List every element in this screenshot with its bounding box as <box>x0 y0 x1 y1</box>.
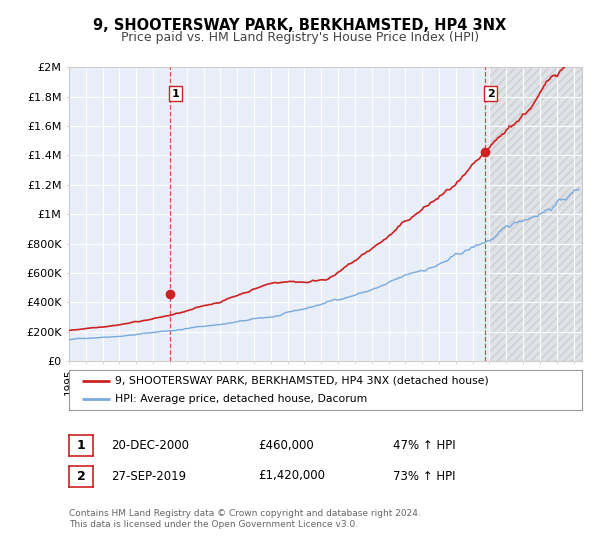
Text: HPI: Average price, detached house, Dacorum: HPI: Average price, detached house, Daco… <box>115 394 367 404</box>
Text: 1: 1 <box>172 88 179 99</box>
Text: 1: 1 <box>77 439 85 452</box>
Text: 47% ↑ HPI: 47% ↑ HPI <box>393 438 455 452</box>
Text: 9, SHOOTERSWAY PARK, BERKHAMSTED, HP4 3NX (detached house): 9, SHOOTERSWAY PARK, BERKHAMSTED, HP4 3N… <box>115 376 489 386</box>
Text: £1,420,000: £1,420,000 <box>258 469 325 483</box>
Text: £460,000: £460,000 <box>258 438 314 452</box>
Text: 27-SEP-2019: 27-SEP-2019 <box>111 469 186 483</box>
Text: 9, SHOOTERSWAY PARK, BERKHAMSTED, HP4 3NX: 9, SHOOTERSWAY PARK, BERKHAMSTED, HP4 3N… <box>94 18 506 33</box>
Bar <box>490 67 582 361</box>
Text: Price paid vs. HM Land Registry's House Price Index (HPI): Price paid vs. HM Land Registry's House … <box>121 31 479 44</box>
Text: 20-DEC-2000: 20-DEC-2000 <box>111 438 189 452</box>
Text: 2: 2 <box>77 470 85 483</box>
Text: 2: 2 <box>487 88 495 99</box>
Text: Contains HM Land Registry data © Crown copyright and database right 2024.: Contains HM Land Registry data © Crown c… <box>69 509 421 518</box>
Text: This data is licensed under the Open Government Licence v3.0.: This data is licensed under the Open Gov… <box>69 520 358 529</box>
Text: 73% ↑ HPI: 73% ↑ HPI <box>393 469 455 483</box>
